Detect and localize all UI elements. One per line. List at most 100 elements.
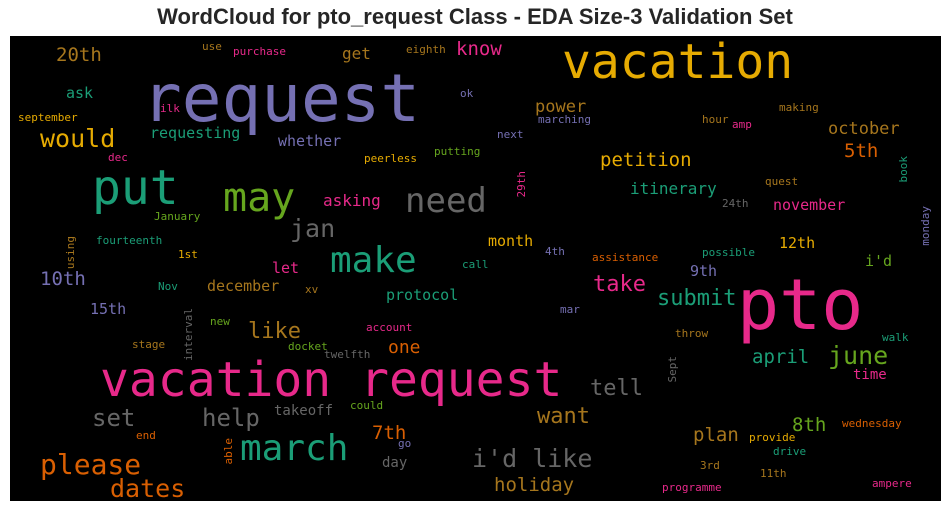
word-new: new (210, 315, 230, 328)
word-purchase: purchase (233, 45, 286, 58)
word-call: call (462, 258, 489, 271)
word-january: January (154, 210, 201, 223)
word-take: take (593, 272, 646, 297)
word-i-d-like: i'd like (472, 444, 593, 473)
word-xv: xv (305, 283, 319, 296)
word-could: could (350, 399, 384, 412)
word-docket: docket (288, 340, 328, 353)
word-programme: programme (662, 481, 722, 494)
word-marching: marching (538, 113, 591, 126)
word-protocol: protocol (386, 286, 459, 304)
word-7th: 7th (372, 422, 407, 444)
word-amp: amp (732, 118, 752, 131)
word-power: power (535, 97, 587, 117)
word-june: june (828, 341, 889, 370)
word-request: request (142, 60, 421, 137)
word-account: account (366, 321, 413, 334)
word-day: day (382, 455, 408, 471)
word-get: get (342, 44, 371, 63)
word-monday: monday (919, 206, 932, 246)
word-stage: stage (132, 338, 166, 351)
word-24th: 24th (722, 197, 749, 210)
word-making: making (779, 101, 819, 114)
word-able: able (222, 438, 235, 465)
word-ask: ask (66, 84, 94, 102)
word-4th: 4th (545, 245, 565, 258)
word-eighth: eighth (406, 43, 446, 56)
word-know: know (456, 38, 502, 60)
wordcloud-canvas: request vacation pto vacation request put may… (10, 36, 941, 501)
word-month: month (488, 232, 534, 250)
word-november: november (773, 196, 846, 214)
word-vacation-request: vacation request (100, 352, 563, 408)
word-go: go (398, 437, 412, 450)
word-would: would (40, 124, 116, 153)
word-petition: petition (600, 149, 692, 171)
word-provide: provide (749, 431, 796, 444)
word-pto: pto (737, 264, 864, 346)
word-vacation: vacation (562, 36, 794, 90)
word-make: make (330, 240, 417, 281)
word-want: want (537, 404, 590, 429)
word-requesting: requesting (150, 124, 241, 142)
word-please: please (40, 448, 142, 481)
word-put: put (92, 160, 179, 216)
word-one: one (388, 337, 421, 358)
word-nov: Nov (158, 280, 178, 293)
word-mar: mar (560, 303, 580, 316)
word-next: next (497, 128, 524, 141)
word-peerless: peerless (364, 152, 417, 165)
word-ampere: ampere (872, 477, 912, 490)
word-29th: 29th (515, 171, 528, 198)
word-tell: tell (590, 376, 643, 401)
word-december: december (207, 277, 280, 295)
word-3rd: 3rd (700, 459, 720, 472)
word-end: end (136, 429, 156, 442)
word-whether: whether (278, 132, 342, 150)
word-use: use (202, 40, 222, 53)
word-20th: 20th (56, 44, 102, 66)
word-15th: 15th (90, 300, 127, 318)
word-putting: putting (434, 145, 481, 158)
word-walk: walk (882, 331, 909, 344)
word-set: set (92, 404, 136, 432)
word-drive: drive (773, 445, 807, 458)
word-ilk: ilk (160, 102, 180, 115)
word-time: time (853, 367, 887, 383)
word-quest: quest (765, 175, 799, 188)
word-dec: dec (108, 151, 128, 164)
word-october: october (828, 119, 900, 139)
word-september: september (18, 111, 78, 124)
word-throw: throw (675, 327, 709, 340)
word-hour: hour (702, 113, 729, 126)
chart-title: WordCloud for pto_request Class - EDA Si… (157, 4, 793, 29)
word-10th: 10th (40, 268, 86, 290)
word-8th: 8th (792, 414, 827, 436)
word-like: like (248, 319, 301, 344)
word-ok: ok (460, 87, 474, 100)
word-1st: 1st (178, 248, 198, 261)
word-submit: submit (657, 286, 737, 311)
word-let: let (272, 259, 300, 277)
word-9th: 9th (690, 262, 718, 280)
word-interval: interval (182, 308, 195, 361)
word-april: april (752, 346, 810, 368)
word-assistance: assistance (592, 251, 659, 264)
word-wednesday: wednesday (842, 417, 902, 430)
word-need: need (405, 181, 487, 221)
word-march: march (240, 428, 349, 469)
word-sept: Sept (666, 356, 679, 383)
word-11th: 11th (760, 467, 787, 480)
word-twelfth: twelfth (324, 348, 371, 361)
word-asking: asking (323, 191, 381, 210)
word-may: may (223, 175, 296, 221)
word-fourteenth: fourteenth (96, 234, 163, 247)
word-possible: possible (702, 246, 755, 259)
word-help: help (202, 404, 260, 432)
word-holiday: holiday (494, 474, 575, 496)
word-plan: plan (693, 424, 739, 446)
word-itinerary: itinerary (630, 179, 717, 198)
word-5th: 5th (844, 140, 879, 162)
word-jan: jan (290, 214, 336, 243)
word-dates: dates (110, 474, 186, 501)
